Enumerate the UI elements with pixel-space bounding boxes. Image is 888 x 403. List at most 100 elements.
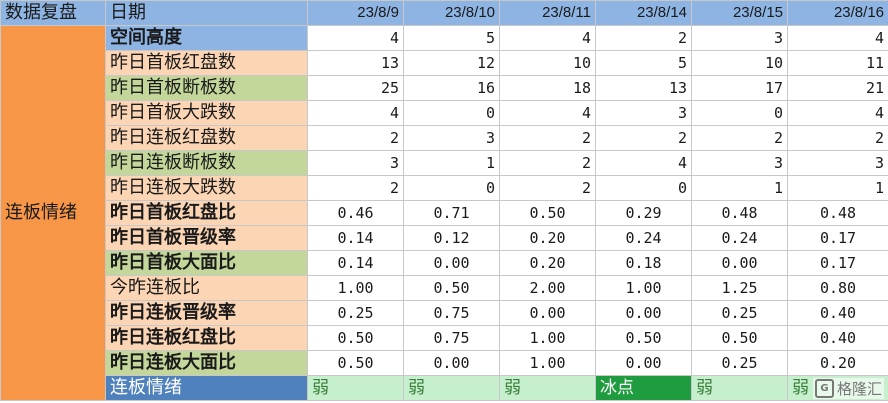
table-row: 昨日首板大面比 0.14 0.00 0.20 0.18 0.00 0.17	[1, 250, 888, 276]
value-cell: 2.00	[499, 275, 596, 301]
value-cell: 0.80	[787, 275, 888, 301]
row-label: 昨日首板断板数	[105, 75, 308, 101]
value-cell: 13	[595, 75, 692, 101]
value-cell: 0.00	[595, 300, 692, 326]
value-cell: 3	[787, 150, 888, 176]
corner-title: 数据复盘	[0, 0, 106, 26]
value-cell: 12	[403, 50, 500, 76]
value-cell: 0.24	[595, 225, 692, 251]
value-cell: 4	[787, 25, 888, 51]
value-cell: 0.00	[499, 300, 596, 326]
value-cell: 0.50	[595, 325, 692, 351]
value-cell: 21	[787, 75, 888, 101]
value-cell: 10	[691, 50, 788, 76]
watermark: G 格隆汇	[812, 378, 884, 399]
row-label: 空间高度	[105, 25, 308, 51]
value-cell: 1.00	[307, 275, 404, 301]
watermark-text: 格隆汇	[836, 380, 882, 398]
value-cell: 3	[691, 150, 788, 176]
value-cell: 1	[691, 175, 788, 201]
value-cell: 2	[499, 125, 596, 151]
row-label: 昨日首板红盘比	[105, 200, 308, 226]
value-cell: 2	[595, 25, 692, 51]
row-label: 今昨连板比	[105, 275, 308, 301]
value-cell: 0.50	[691, 325, 788, 351]
value-cell: 4	[499, 25, 596, 51]
row-label: 昨日连板大面比	[105, 350, 308, 376]
table-row: 昨日连板大跌数 2 0 2 0 1 1	[1, 175, 888, 201]
value-cell: 4	[595, 150, 692, 176]
value-cell: 0.17	[787, 250, 888, 276]
row-label: 昨日首板红盘数	[105, 50, 308, 76]
table-row: 昨日连板断板数 3 1 2 4 3 3	[1, 150, 888, 176]
value-cell: 2	[691, 125, 788, 151]
value-cell: 1	[403, 150, 500, 176]
value-cell: 4	[499, 100, 596, 126]
value-cell: 0.50	[307, 325, 404, 351]
value-cell: 0.75	[403, 300, 500, 326]
table-row: 昨日首板断板数 25 16 18 13 17 21	[1, 75, 888, 101]
date-header: 23/8/14	[595, 0, 692, 26]
value-cell: 0.20	[499, 250, 596, 276]
date-label: 日期	[105, 0, 308, 26]
table-row: 昨日首板晋级率 0.14 0.12 0.20 0.24 0.24 0.17	[1, 225, 888, 251]
value-cell: 0	[691, 100, 788, 126]
value-cell: 0.75	[403, 325, 500, 351]
value-cell: 0.14	[307, 225, 404, 251]
value-cell: 3	[403, 125, 500, 151]
value-cell: 18	[499, 75, 596, 101]
value-cell: 0.20	[499, 225, 596, 251]
value-cell: 1.25	[691, 275, 788, 301]
table-row: 昨日连板大面比 0.50 0.00 1.00 0.00 0.25 0.20	[1, 350, 888, 376]
value-cell: 13	[307, 50, 404, 76]
sentiment-cell: 弱	[691, 375, 788, 401]
value-cell: 25	[307, 75, 404, 101]
value-cell: 0.14	[307, 250, 404, 276]
value-cell: 1	[787, 175, 888, 201]
value-cell: 2	[307, 175, 404, 201]
value-cell: 11	[787, 50, 888, 76]
value-cell: 0.20	[787, 350, 888, 376]
date-header: 23/8/9	[307, 0, 404, 26]
row-label: 昨日连板红盘比	[105, 325, 308, 351]
row-label: 昨日连板晋级率	[105, 300, 308, 326]
row-label: 连板情绪	[105, 375, 308, 401]
row-label: 昨日首板晋级率	[105, 225, 308, 251]
value-cell: 0.40	[787, 300, 888, 326]
value-cell: 0.00	[403, 350, 500, 376]
table-row: 连板情绪 空间高度 4 5 4 2 3 4	[0, 25, 888, 401]
value-cell: 10	[499, 50, 596, 76]
value-cell: 4	[307, 100, 404, 126]
value-cell: 0.25	[691, 300, 788, 326]
table-row: 昨日连板红盘数 2 3 2 2 2 2	[1, 125, 888, 151]
value-cell: 0.00	[403, 250, 500, 276]
value-cell: 0.00	[691, 250, 788, 276]
value-cell: 2	[595, 125, 692, 151]
sentiment-cell: 弱	[307, 375, 404, 401]
table-row: 昨日连板红盘比 0.50 0.75 1.00 0.50 0.50 0.40	[1, 325, 888, 351]
value-cell: 0	[403, 175, 500, 201]
value-cell: 2	[787, 125, 888, 151]
table-row: 昨日连板晋级率 0.25 0.75 0.00 0.00 0.25 0.40	[1, 300, 888, 326]
value-cell: 0.50	[499, 200, 596, 226]
row-label: 昨日连板断板数	[105, 150, 308, 176]
date-header: 23/8/16	[787, 0, 888, 26]
value-cell: 0.48	[691, 200, 788, 226]
value-cell: 3	[595, 100, 692, 126]
value-cell: 0.29	[595, 200, 692, 226]
value-cell: 0.48	[787, 200, 888, 226]
value-cell: 1.00	[499, 350, 596, 376]
value-cell: 0.50	[307, 350, 404, 376]
value-cell: 0.50	[403, 275, 500, 301]
row-label: 昨日首板大跌数	[105, 100, 308, 126]
value-cell: 0.12	[403, 225, 500, 251]
value-cell: 0.18	[595, 250, 692, 276]
value-cell: 0.00	[595, 350, 692, 376]
date-header: 23/8/15	[691, 0, 788, 26]
sentiment-cell: 弱	[403, 375, 500, 401]
row-label: 昨日连板红盘数	[105, 125, 308, 151]
row-label: 昨日首板大面比	[105, 250, 308, 276]
value-cell: 0.25	[307, 300, 404, 326]
value-cell: 0.40	[787, 325, 888, 351]
value-cell: 4	[307, 25, 404, 51]
